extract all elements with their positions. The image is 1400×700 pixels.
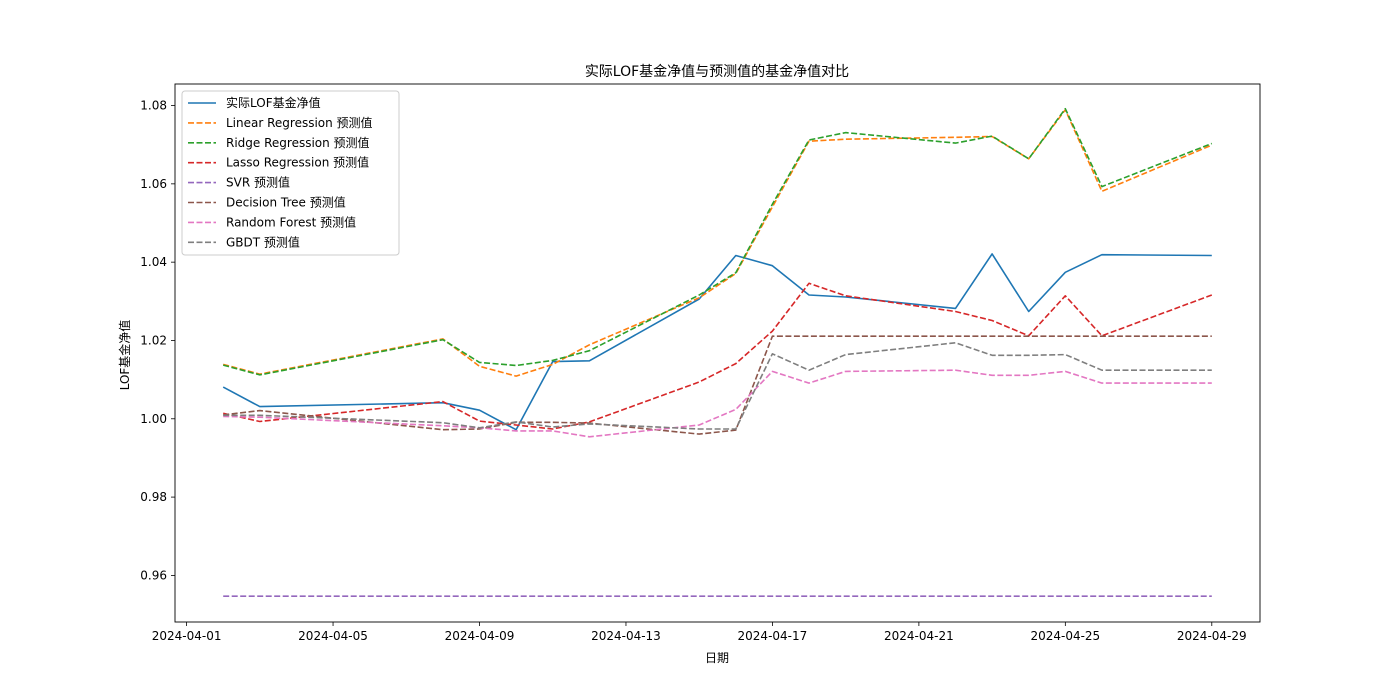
x-tick-label: 2024-04-21 — [884, 629, 954, 643]
x-axis-label: 日期 — [705, 651, 729, 665]
legend-label: Random Forest 预测值 — [226, 214, 356, 229]
y-tick-label: 0.98 — [140, 490, 167, 504]
legend-label: Ridge Regression 预测值 — [226, 135, 370, 150]
x-tick-label: 2024-04-01 — [152, 629, 222, 643]
y-tick-label: 1.04 — [140, 255, 167, 269]
series-line-5 — [223, 335, 1212, 435]
series-line-0 — [222, 253, 1212, 431]
legend-box — [181, 90, 400, 256]
x-axis: 2024-04-01 2024-04-05 2024-04-09 2024-04-13… — [152, 622, 1247, 643]
y-tick-label: 0.96 — [140, 568, 167, 582]
y-tick-label: 1.08 — [140, 99, 167, 113]
x-tick-label: 2024-04-25 — [1030, 629, 1100, 643]
x-tick-label: 2024-04-05 — [298, 629, 368, 643]
x-tick-label: 2024-04-09 — [445, 629, 515, 643]
x-tick-label: 2024-04-29 — [1177, 629, 1247, 643]
series-line-1 — [222, 109, 1213, 377]
plot-area — [222, 107, 1213, 598]
legend-label: Linear Regression 预测值 — [226, 115, 373, 130]
legend: 实际LOF基金净值 Linear Regression 预测值 Ridge Regr… — [181, 90, 400, 256]
x-tick-label: 2024-04-13 — [591, 629, 661, 643]
y-tick-label: 1.02 — [140, 333, 167, 347]
x-tick-label: 2024-04-17 — [738, 629, 808, 643]
series-line-2 — [222, 107, 1213, 376]
series-line-7 — [223, 341, 1212, 430]
legend-label: Lasso Regression 预测值 — [226, 155, 369, 170]
chart-title: 实际LOF基金净值与预测值的基金净值对比 — [585, 63, 849, 80]
legend-label: Decision Tree 预测值 — [226, 195, 346, 210]
y-tick-label: 1.00 — [140, 412, 167, 426]
y-tick-label: 1.06 — [140, 177, 167, 191]
legend-label: GBDT 预测值 — [226, 234, 300, 249]
y-axis: 0.96 0.98 1.00 1.02 1.04 1.06 1.08 — [140, 99, 175, 582]
axes-frame — [174, 83, 1261, 623]
series-line-3 — [223, 282, 1213, 430]
legend-label: SVR 预测值 — [226, 175, 290, 190]
legend-label: 实际LOF基金净值 — [226, 95, 321, 110]
y-axis-label: LOF基金净值 — [117, 320, 132, 391]
